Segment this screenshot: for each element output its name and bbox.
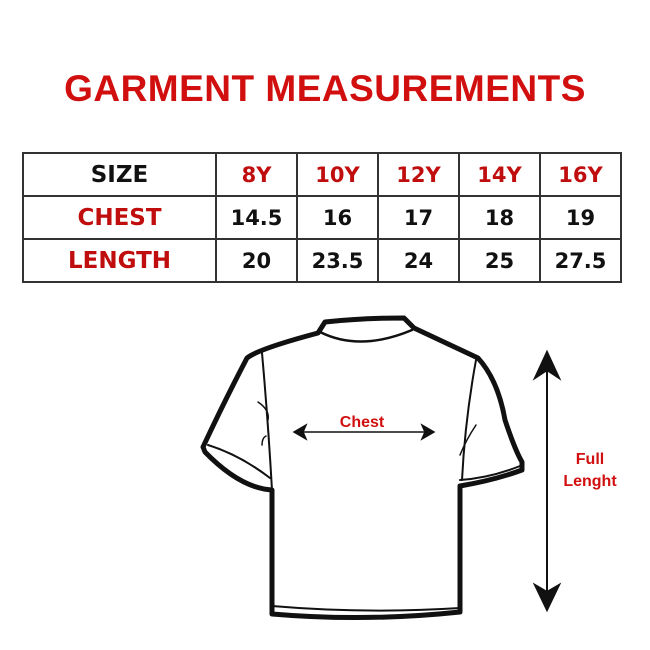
table-cell: 20	[215, 238, 298, 283]
table-cell: 18	[458, 195, 541, 240]
row-label: CHEST	[22, 195, 217, 240]
table-row-chest: CHEST 14.5 16 17 18 19	[22, 195, 622, 240]
size-10y: 10Y	[296, 152, 379, 197]
table-cell: 27.5	[539, 238, 622, 283]
chest-arrow-icon	[292, 423, 436, 441]
size-16y: 16Y	[539, 152, 622, 197]
length-arrow-icon	[532, 349, 562, 613]
measurements-table: SIZE 8Y 10Y 12Y 14Y 16Y CHEST 14.5 16 17…	[22, 152, 622, 283]
table-header-row: SIZE 8Y 10Y 12Y 14Y 16Y	[22, 152, 622, 197]
tshirt-outline-icon	[200, 315, 525, 621]
table-cell: 24	[377, 238, 460, 283]
chest-label: Chest	[340, 414, 385, 431]
size-header: SIZE	[22, 152, 217, 197]
size-8y: 8Y	[215, 152, 298, 197]
table-cell: 14.5	[215, 195, 298, 240]
size-14y: 14Y	[458, 152, 541, 197]
table-cell: 23.5	[296, 238, 379, 283]
table-cell: 16	[296, 195, 379, 240]
table-cell: 17	[377, 195, 460, 240]
table-cell: 25	[458, 238, 541, 283]
page-title: GARMENT MEASUREMENTS	[64, 68, 586, 109]
row-label: LENGTH	[22, 238, 217, 283]
size-12y: 12Y	[377, 152, 460, 197]
length-label-line1: Full	[576, 451, 604, 468]
table-row-length: LENGTH 20 23.5 24 25 27.5	[22, 238, 622, 283]
length-label-line2: Lenght	[563, 473, 617, 490]
table-cell: 19	[539, 195, 622, 240]
